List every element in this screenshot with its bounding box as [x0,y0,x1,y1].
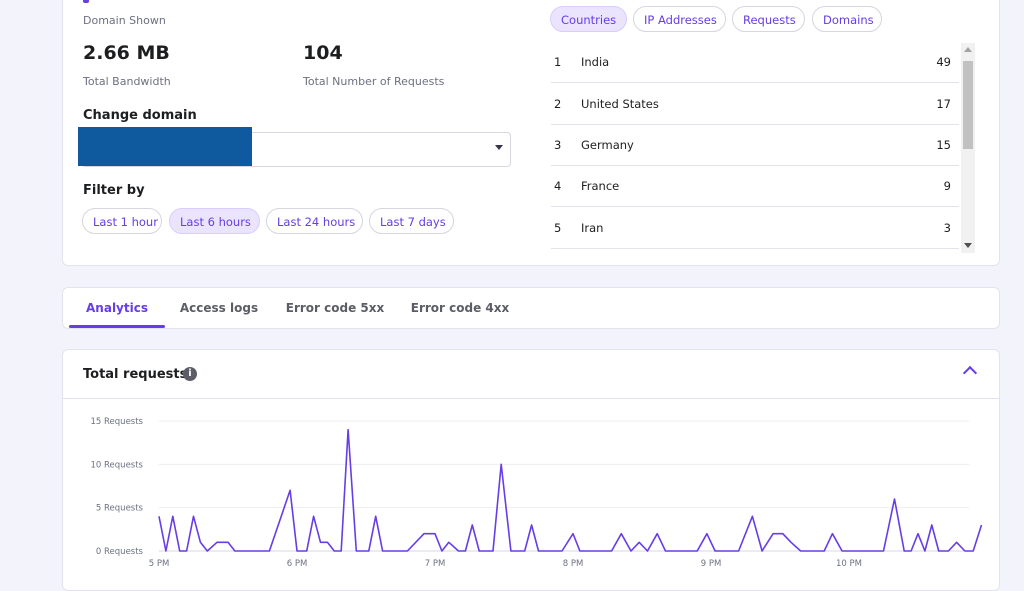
x-tick-label: 8 PM [563,559,584,569]
country-rank: 2 [554,97,562,111]
tab-countries[interactable]: Countries [550,6,627,32]
requests-series-line [158,428,983,552]
scroll-up-arrow-icon[interactable] [964,47,972,52]
redacted-domain-block [78,127,252,166]
country-rank: 5 [554,221,562,235]
chevron-up-icon[interactable] [962,365,978,381]
tab-domains[interactable]: Domains [812,6,882,32]
total-requests-panel: Total requests i 0 Requests 5 Requests 10 … [62,349,1000,591]
total-bandwidth-value: 2.66 MB [83,42,170,64]
countries-scrollbar[interactable] [961,43,975,253]
active-tab-indicator [69,325,165,328]
total-requests-value: 104 [303,42,343,64]
tab-requests[interactable]: Requests [732,6,805,32]
country-count: 3 [943,221,951,235]
x-tick-label: 7 PM [425,559,446,569]
x-tick-label: 10 PM [836,559,862,569]
country-name: Germany [581,138,634,152]
country-name: United States [581,97,659,111]
change-domain-label: Change domain [83,108,197,123]
tab-error-code-4xx[interactable]: Error code 4xx [410,301,510,315]
y-tick-label: 0 Requests [96,547,144,557]
country-count: 15 [936,138,951,152]
scroll-down-arrow-icon[interactable] [964,243,972,248]
filter-last-1-hour[interactable]: Last 1 hour [82,208,162,234]
country-row: 5 Iran 3 [551,207,959,249]
requests-line-chart: 0 Requests 5 Requests 10 Requests 15 Reques… [91,417,983,569]
main-tabs-bar: Analytics Access logs Error code 5xx Err… [62,287,1000,329]
country-row: 1 India 49 [551,41,959,83]
info-icon[interactable]: i [183,367,197,381]
tab-access-logs[interactable]: Access logs [179,301,259,315]
country-row: 2 United States 17 [551,83,959,125]
x-tick-label: 9 PM [701,559,722,569]
x-tick-label: 6 PM [287,559,308,569]
domain-select[interactable] [78,127,511,167]
tab-error-code-5xx[interactable]: Error code 5xx [285,301,385,315]
panel-divider [63,398,999,399]
scrollbar-thumb[interactable] [963,61,973,149]
total-requests-label: Total Number of Requests [303,75,445,88]
panel-title: Total requests [83,367,188,382]
x-tick-label: 5 PM [149,559,170,569]
country-name: Iran [581,221,604,235]
country-rank: 3 [554,138,562,152]
y-tick-label: 5 Requests [96,504,144,514]
country-count: 9 [943,179,951,193]
country-name: India [581,55,610,69]
tab-ip-addresses[interactable]: IP Addresses [633,6,726,32]
country-count: 49 [936,55,951,69]
y-tick-label: 10 Requests [91,460,144,470]
filter-last-7-days[interactable]: Last 7 days [369,208,454,234]
country-rank: 1 [554,55,562,69]
traffic-summary-card: Domain Shown 2.66 MB Total Bandwidth 104… [62,0,1000,266]
filter-by-label: Filter by [83,183,145,198]
chevron-down-icon [495,145,503,150]
domain-shown-label: Domain Shown [83,14,166,27]
tab-analytics[interactable]: Analytics [86,301,148,315]
filter-last-24-hours[interactable]: Last 24 hours [266,208,363,234]
country-count: 17 [936,97,951,111]
y-tick-label: 15 Requests [91,417,144,427]
country-name: France [581,179,620,193]
country-row: 3 Germany 15 [551,124,959,166]
filter-last-6-hours[interactable]: Last 6 hours [169,208,260,234]
domain-accent-marker [83,0,89,3]
country-row: 4 France 9 [551,165,959,207]
country-rank: 4 [554,179,562,193]
total-bandwidth-label: Total Bandwidth [83,75,171,88]
